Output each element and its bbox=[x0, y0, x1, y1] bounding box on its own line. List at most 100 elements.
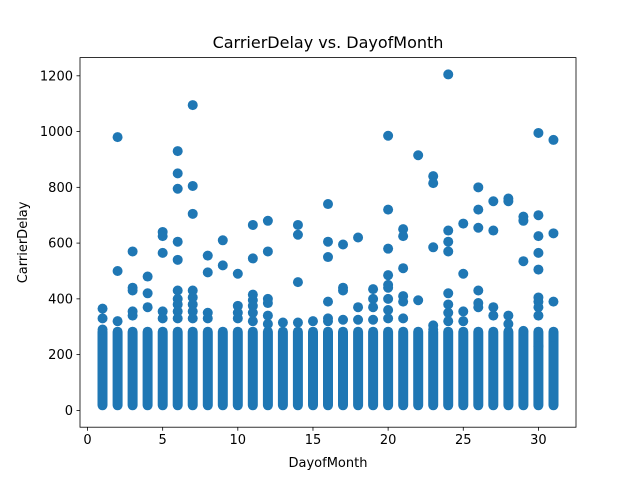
data-point bbox=[533, 302, 544, 313]
data-point bbox=[338, 239, 349, 250]
data-point bbox=[247, 307, 258, 318]
data-point bbox=[458, 268, 469, 279]
data-point bbox=[533, 264, 544, 275]
dense-band-day-17 bbox=[338, 326, 348, 411]
data-point bbox=[97, 303, 108, 314]
data-point bbox=[247, 219, 258, 230]
data-point bbox=[368, 302, 379, 313]
dense-band-day-26 bbox=[473, 326, 484, 411]
data-point bbox=[262, 246, 273, 257]
data-point bbox=[202, 250, 213, 261]
dense-band-day-23 bbox=[428, 326, 439, 411]
data-point bbox=[473, 285, 484, 296]
data-point bbox=[533, 127, 544, 138]
data-point bbox=[187, 299, 198, 310]
dense-band-day-2 bbox=[112, 326, 123, 411]
data-point bbox=[323, 199, 333, 210]
data-point bbox=[518, 325, 529, 336]
data-point bbox=[383, 130, 394, 141]
y-axis-ticks: 0 200 400 600 800 1000 1200 bbox=[40, 69, 80, 419]
data-point bbox=[398, 224, 409, 235]
data-point bbox=[398, 313, 409, 324]
data-point bbox=[127, 310, 138, 321]
chart-title: CarrierDelay vs. DayofMonth bbox=[213, 33, 444, 52]
dense-band-day-13 bbox=[277, 326, 288, 411]
dense-band-day-15 bbox=[308, 326, 318, 411]
data-point bbox=[127, 246, 138, 257]
data-point bbox=[142, 302, 153, 313]
data-point bbox=[383, 305, 394, 316]
data-point bbox=[428, 242, 439, 253]
x-axis-ticks: 0 5 10 15 20 25 30 bbox=[83, 427, 547, 448]
data-point bbox=[172, 183, 183, 194]
data-point bbox=[533, 210, 544, 221]
data-point bbox=[323, 236, 333, 247]
plot-frame bbox=[79, 57, 577, 428]
data-point bbox=[292, 229, 303, 240]
data-point bbox=[292, 219, 303, 230]
data-point bbox=[262, 318, 273, 329]
data-point bbox=[338, 314, 349, 325]
data-point bbox=[518, 256, 529, 267]
y-tick-label: 400 bbox=[48, 292, 73, 307]
data-point bbox=[488, 302, 499, 313]
dense-band-day-29 bbox=[518, 326, 529, 411]
data-point bbox=[443, 246, 454, 257]
data-point bbox=[383, 204, 394, 215]
data-point bbox=[443, 299, 454, 310]
data-point bbox=[187, 100, 198, 111]
x-tick-label: 20 bbox=[380, 433, 397, 448]
data-point bbox=[323, 252, 333, 263]
data-point bbox=[232, 300, 243, 311]
data-point bbox=[292, 317, 303, 328]
dense-band-day-6 bbox=[172, 326, 183, 411]
x-tick-label: 30 bbox=[530, 433, 547, 448]
y-tick-label: 800 bbox=[48, 181, 73, 196]
data-point bbox=[383, 270, 394, 281]
data-point bbox=[187, 306, 198, 317]
data-point bbox=[503, 318, 514, 329]
data-point bbox=[217, 235, 228, 246]
data-point bbox=[217, 260, 228, 271]
dense-band-day-31 bbox=[548, 326, 559, 411]
data-point bbox=[247, 316, 258, 327]
data-point bbox=[443, 316, 454, 327]
dense-band-day-25 bbox=[458, 326, 469, 411]
data-point bbox=[97, 313, 108, 324]
data-point bbox=[172, 306, 183, 317]
data-point bbox=[157, 247, 168, 258]
dense-band-day-3 bbox=[127, 326, 138, 411]
dense-band-day-16 bbox=[323, 326, 333, 411]
dense-band-day-7 bbox=[187, 326, 198, 411]
dense-band-day-21 bbox=[398, 326, 409, 411]
data-point bbox=[353, 302, 364, 313]
data-point bbox=[307, 316, 318, 327]
data-point bbox=[353, 232, 364, 243]
data-point bbox=[488, 310, 499, 321]
data-point bbox=[383, 243, 394, 254]
dense-band-day-11 bbox=[247, 326, 258, 411]
dense-band-day-19 bbox=[368, 326, 379, 411]
dense-band-day-30 bbox=[533, 326, 544, 411]
data-point bbox=[262, 310, 273, 321]
data-point bbox=[473, 222, 484, 233]
dense-band-day-24 bbox=[443, 326, 454, 411]
data-point bbox=[443, 69, 454, 80]
data-point bbox=[172, 285, 183, 296]
data-point bbox=[398, 263, 409, 274]
data-point bbox=[518, 215, 529, 226]
data-point bbox=[157, 313, 168, 324]
data-point bbox=[172, 254, 183, 265]
x-axis-label: DayofMonth bbox=[289, 456, 368, 471]
x-tick-label: 5 bbox=[159, 433, 167, 448]
data-point bbox=[473, 204, 484, 215]
dense-band-day-10 bbox=[232, 326, 243, 411]
data-point bbox=[142, 271, 153, 282]
data-point bbox=[548, 296, 559, 307]
dense-band-day-28 bbox=[503, 326, 514, 411]
dense-band-day-8 bbox=[202, 326, 213, 411]
data-point bbox=[172, 168, 183, 179]
x-tick-label: 10 bbox=[230, 433, 247, 448]
data-point bbox=[262, 298, 273, 309]
data-point bbox=[112, 132, 123, 143]
